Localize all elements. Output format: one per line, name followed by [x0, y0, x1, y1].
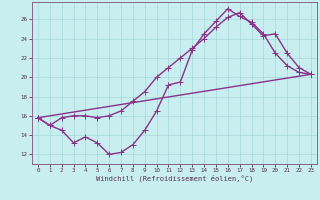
X-axis label: Windchill (Refroidissement éolien,°C): Windchill (Refroidissement éolien,°C) — [96, 175, 253, 182]
